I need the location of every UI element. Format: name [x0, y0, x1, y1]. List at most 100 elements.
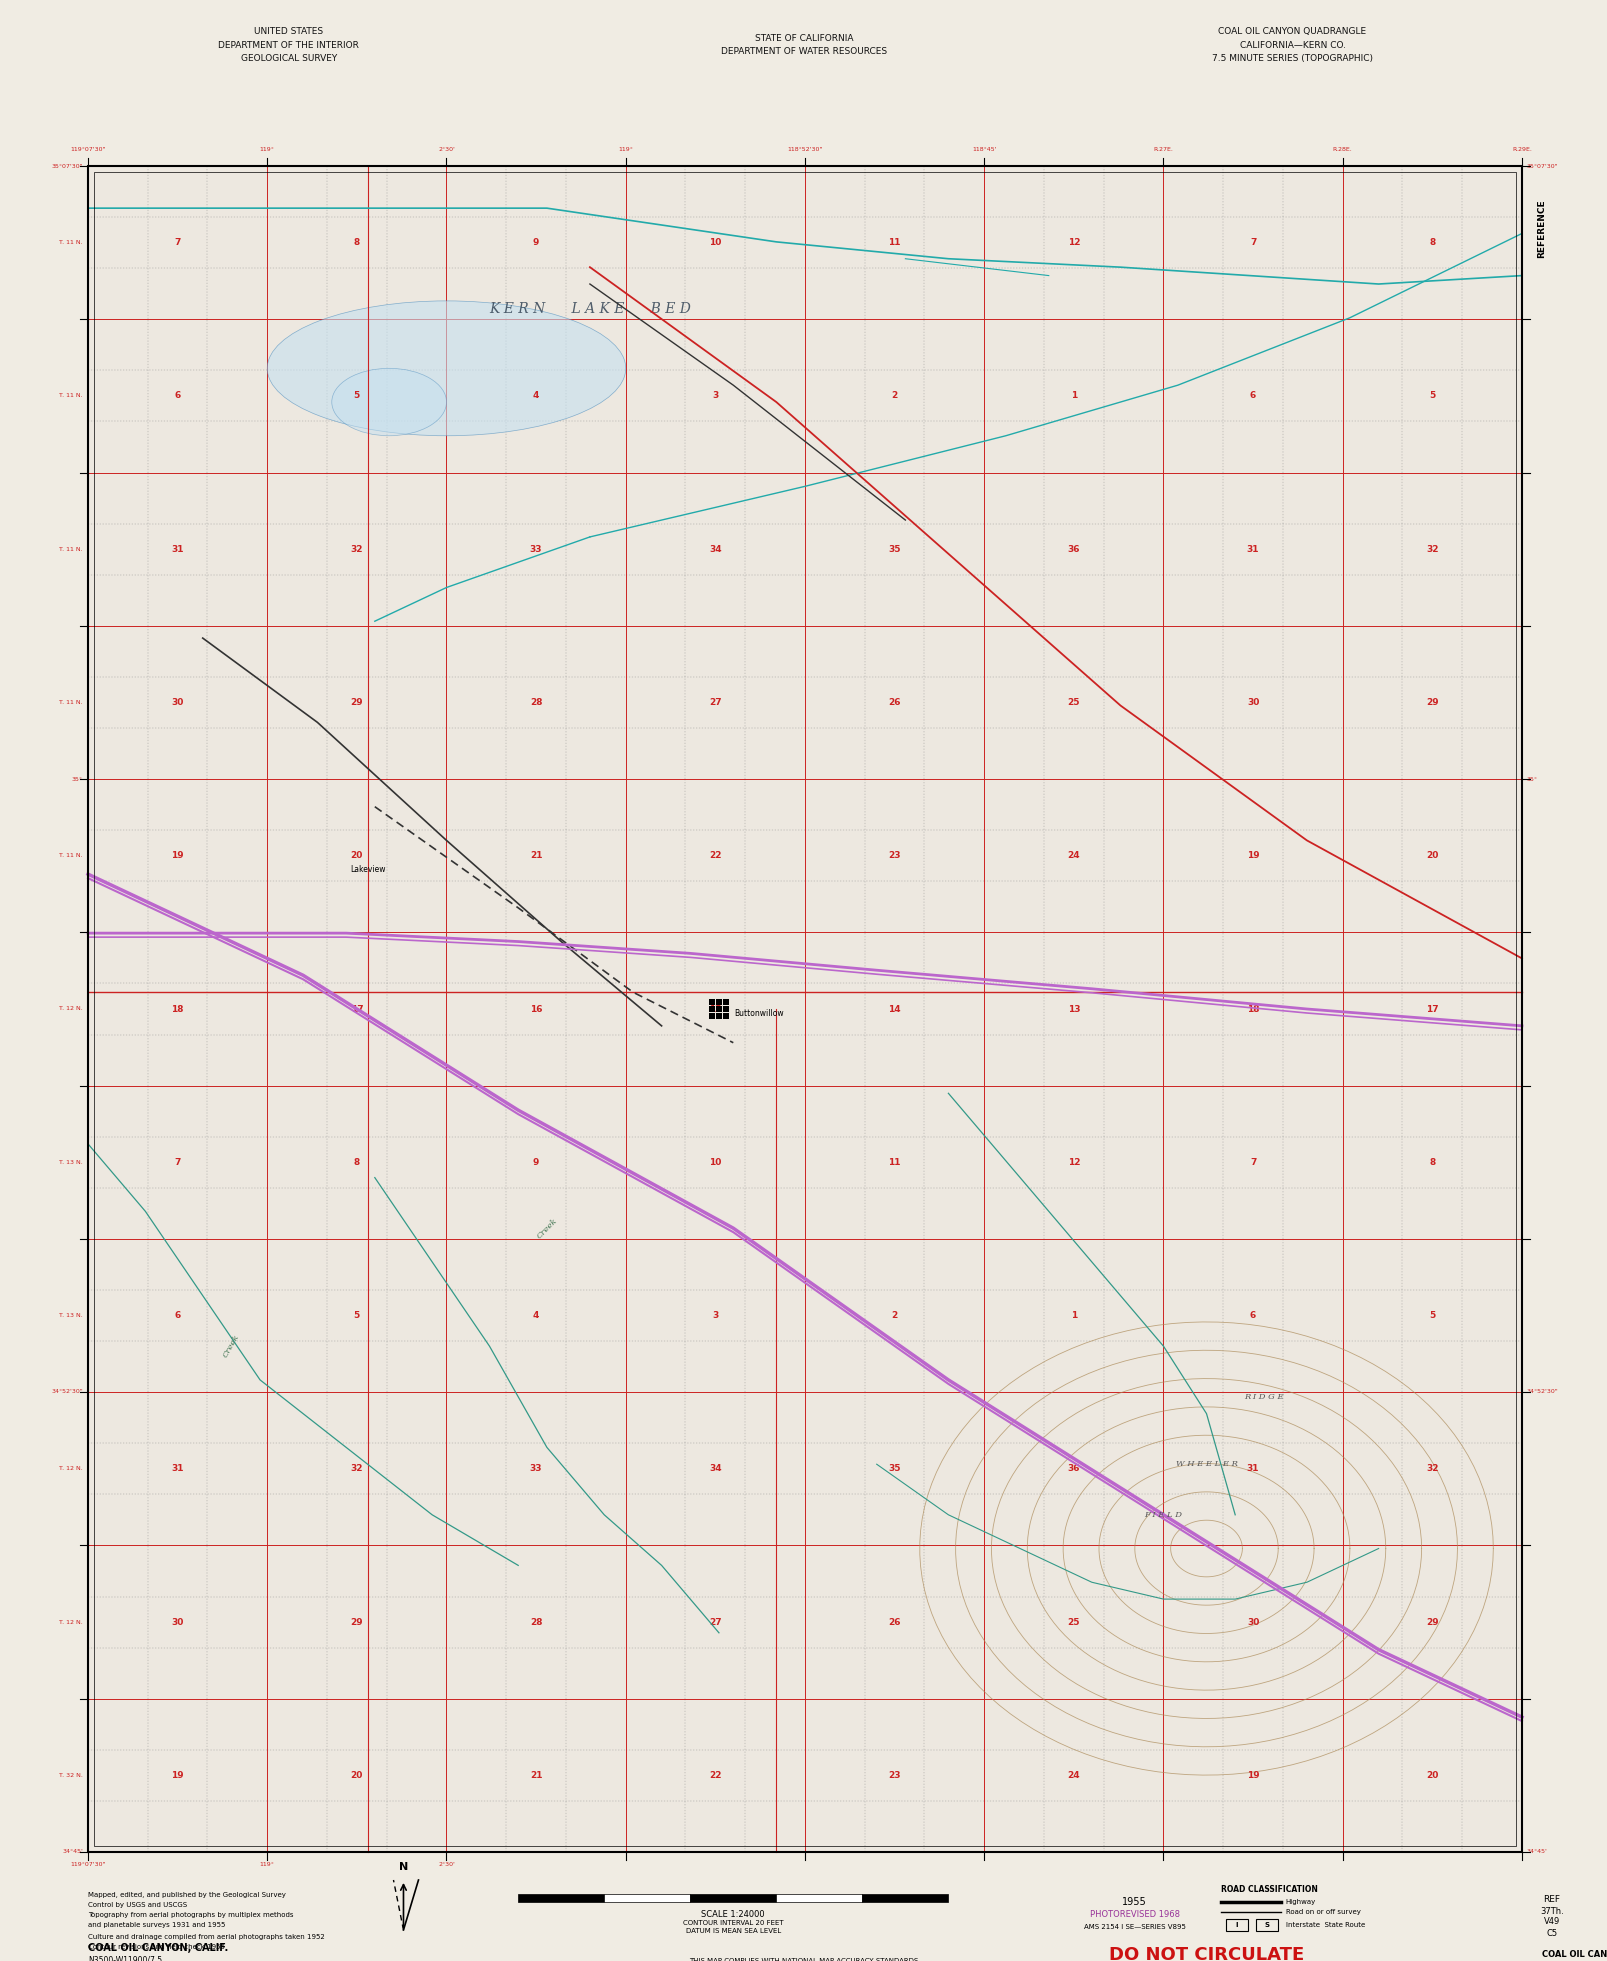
Text: 7: 7	[1249, 237, 1255, 247]
Bar	[88, 167, 1522, 1851]
Bar	[723, 1014, 728, 1020]
Text: 7: 7	[1249, 1157, 1255, 1167]
Text: 24: 24	[1067, 851, 1080, 861]
Text: 35: 35	[887, 545, 900, 553]
Text: Topography from aerial photographs by multiplex methods: Topography from aerial photographs by mu…	[88, 1912, 294, 1918]
Text: 1955: 1955	[1122, 1896, 1146, 1906]
Bar	[861, 1894, 948, 1902]
Ellipse shape	[267, 300, 625, 435]
Text: 28: 28	[530, 698, 542, 708]
Text: 37Th.: 37Th.	[1540, 1908, 1564, 1916]
Text: C5: C5	[1546, 1930, 1557, 1939]
Text: 17: 17	[350, 1004, 363, 1014]
Text: 30: 30	[1245, 698, 1258, 708]
Text: 5: 5	[354, 392, 360, 400]
Text: 35°: 35°	[1527, 777, 1536, 782]
Bar	[604, 1894, 689, 1902]
Text: T. 11 N.: T. 11 N.	[59, 700, 84, 704]
Bar	[715, 998, 722, 1004]
Text: T. 12 N.: T. 12 N.	[59, 1620, 84, 1624]
Text: 20: 20	[1425, 851, 1438, 861]
Text: ROAD CLASSIFICATION: ROAD CLASSIFICATION	[1220, 1885, 1316, 1894]
Bar	[715, 1014, 722, 1020]
Bar	[517, 1894, 604, 1902]
Text: Control by USGS and USCGS: Control by USGS and USCGS	[88, 1902, 186, 1908]
Text: 22: 22	[709, 851, 722, 861]
Text: 33: 33	[530, 1465, 542, 1473]
Text: 8: 8	[1429, 237, 1435, 247]
Text: 7: 7	[174, 237, 180, 247]
Text: 11: 11	[887, 237, 900, 247]
Bar	[723, 998, 728, 1004]
Text: THIS MAP COMPLIES WITH NATIONAL MAP ACCURACY STANDARDS
FOR SALE BY U.S. GEOLOGIC: THIS MAP COMPLIES WITH NATIONAL MAP ACCU…	[630, 1959, 977, 1961]
Bar	[723, 1006, 728, 1012]
Text: R.29E.: R.29E.	[1511, 147, 1531, 153]
Text: 26: 26	[887, 698, 900, 708]
Text: 20: 20	[1425, 1771, 1438, 1781]
Text: 31: 31	[1245, 1465, 1258, 1473]
Text: T. 12 N.: T. 12 N.	[59, 1467, 84, 1471]
Text: T. 12 N.: T. 12 N.	[59, 1006, 84, 1012]
Text: Mapped, edited, and published by the Geological Survey: Mapped, edited, and published by the Geo…	[88, 1892, 286, 1898]
Text: 8: 8	[354, 1157, 360, 1167]
Text: 35: 35	[887, 1465, 900, 1473]
Bar	[709, 1014, 715, 1020]
Text: 10: 10	[709, 1157, 722, 1167]
Text: 22: 22	[709, 1771, 722, 1781]
Text: 3: 3	[712, 1312, 718, 1320]
Bar	[715, 1006, 722, 1012]
Text: N3500-W11900/7.5: N3500-W11900/7.5	[88, 1955, 162, 1961]
Text: Creek: Creek	[222, 1333, 241, 1359]
Text: N: N	[399, 1863, 408, 1873]
Text: V49: V49	[1543, 1918, 1559, 1926]
Bar	[776, 1894, 861, 1902]
Text: 35°07'30": 35°07'30"	[51, 163, 84, 169]
Text: 29: 29	[350, 698, 363, 708]
Text: Lakeview: Lakeview	[350, 865, 386, 875]
Text: 2°30': 2°30'	[437, 1863, 455, 1867]
Bar	[689, 1894, 776, 1902]
Text: 26: 26	[887, 1618, 900, 1626]
Text: 18: 18	[172, 1004, 183, 1014]
Text: 15: 15	[709, 1004, 722, 1014]
Text: and planetable surveys 1931 and 1955: and planetable surveys 1931 and 1955	[88, 1922, 225, 1928]
Bar	[93, 173, 1515, 1845]
Text: 10: 10	[709, 237, 722, 247]
Text: COAL OIL CANYON QUADRANGLE
CALIFORNIA—KERN CO.
7.5 MINUTE SERIES (TOPOGRAPHIC): COAL OIL CANYON QUADRANGLE CALIFORNIA—KE…	[1212, 27, 1372, 63]
Text: 4: 4	[532, 392, 538, 400]
Text: 34: 34	[709, 545, 722, 553]
Text: 12: 12	[1067, 237, 1080, 247]
Text: AMS 2154 I SE—SERIES V895: AMS 2154 I SE—SERIES V895	[1083, 1924, 1184, 1930]
Text: 33: 33	[530, 545, 542, 553]
Text: 17: 17	[1425, 1004, 1438, 1014]
Text: 3: 3	[712, 392, 718, 400]
Bar	[1255, 1920, 1278, 1932]
Bar	[1225, 1920, 1247, 1932]
Text: 2°30': 2°30'	[437, 147, 455, 153]
Text: R.28E.: R.28E.	[1332, 147, 1351, 153]
Text: 12: 12	[1067, 1157, 1080, 1167]
Bar	[88, 167, 1522, 1851]
Text: T. 11 N.: T. 11 N.	[59, 547, 84, 551]
Text: 30: 30	[1245, 1618, 1258, 1626]
Text: 9: 9	[532, 237, 538, 247]
Bar	[709, 1006, 715, 1012]
Text: 35°07'30": 35°07'30"	[1527, 163, 1557, 169]
Text: T. 13 N.: T. 13 N.	[59, 1314, 84, 1318]
Text: T. 11 N.: T. 11 N.	[59, 239, 84, 245]
Text: 32: 32	[350, 1465, 363, 1473]
Text: 32: 32	[1425, 545, 1438, 553]
Text: 19: 19	[1245, 1771, 1258, 1781]
Text: UNITED STATES
DEPARTMENT OF THE INTERIOR
GEOLOGICAL SURVEY: UNITED STATES DEPARTMENT OF THE INTERIOR…	[219, 27, 358, 63]
Text: 27: 27	[709, 698, 722, 708]
Text: 32: 32	[1425, 1465, 1438, 1473]
Text: 34°52'30": 34°52'30"	[51, 1388, 84, 1394]
Text: REFERENCE: REFERENCE	[1536, 200, 1546, 259]
Text: 31: 31	[1245, 545, 1258, 553]
Text: 34°52'30": 34°52'30"	[1527, 1388, 1557, 1394]
Text: COAL OIL CANYON, CALIF.: COAL OIL CANYON, CALIF.	[88, 1943, 228, 1953]
Text: 6: 6	[175, 392, 180, 400]
Text: F I E L D: F I E L D	[1144, 1510, 1181, 1520]
Text: 118°52'30": 118°52'30"	[787, 147, 823, 153]
Text: 8: 8	[1429, 1157, 1435, 1167]
